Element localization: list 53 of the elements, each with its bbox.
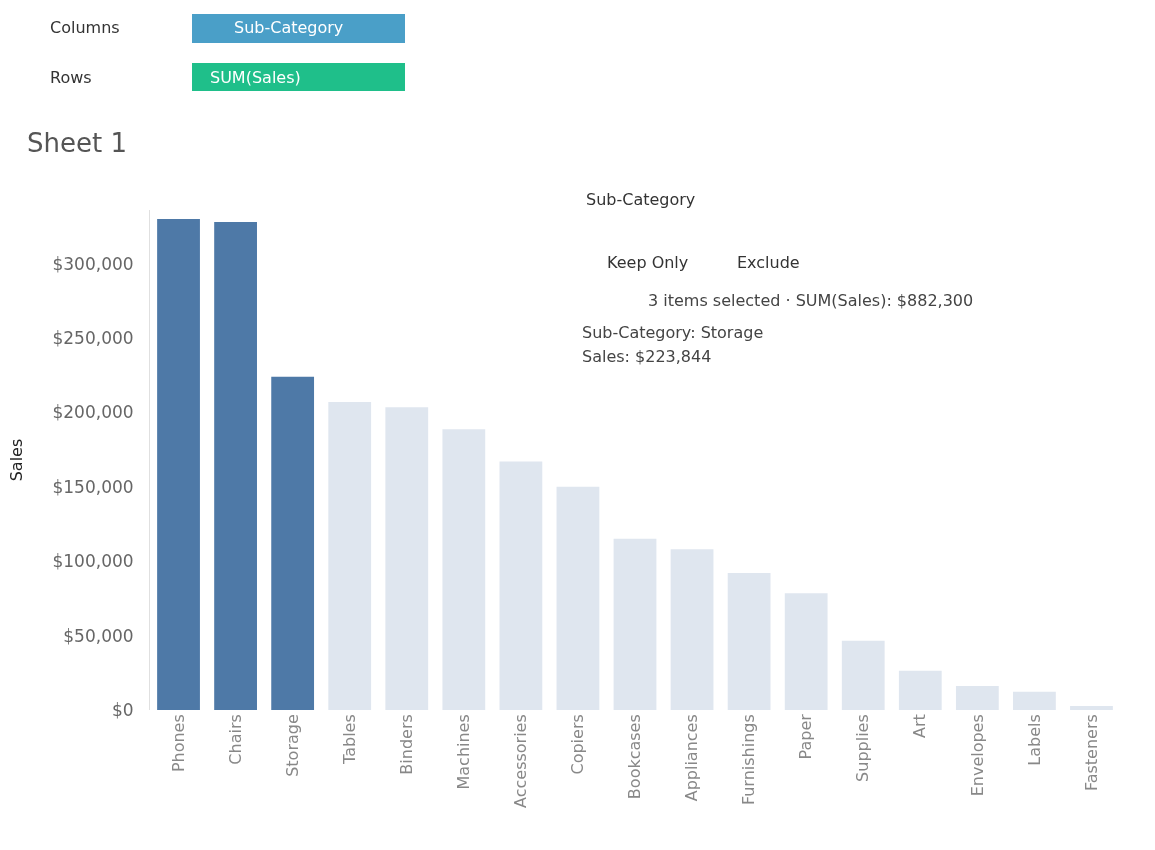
bar xyxy=(841,640,885,710)
y-tick-label: $300,000 xyxy=(52,253,134,274)
annotation: Sub-Category: Storage xyxy=(582,323,764,342)
bar xyxy=(157,218,200,710)
x-tick-label: Phones xyxy=(168,714,188,773)
annotation: Exclude xyxy=(737,253,800,272)
bar xyxy=(499,461,543,710)
annotation: 3 items selected · SUM(Sales): $882,300 xyxy=(648,291,974,310)
y-tick-label: $200,000 xyxy=(52,402,134,423)
x-tick-label: Chairs xyxy=(225,714,245,765)
x-tick-label: Appliances xyxy=(682,714,702,802)
bar xyxy=(670,549,714,710)
bar xyxy=(898,670,942,710)
bar xyxy=(1013,691,1056,710)
bar xyxy=(328,401,372,710)
annotation: Keep Only xyxy=(607,253,689,272)
x-tick-label: Paper xyxy=(796,713,816,760)
x-tick-label: Bookcases xyxy=(625,714,645,800)
x-tick-label: Furnishings xyxy=(739,714,759,806)
y-axis-title: Sales xyxy=(7,438,27,482)
bar xyxy=(727,573,771,710)
annotation: Sales: $223,844 xyxy=(582,347,712,366)
text: SUM(Sales) xyxy=(210,68,301,87)
bar xyxy=(556,486,600,710)
bar xyxy=(784,593,828,710)
text: Columns xyxy=(50,18,120,37)
bar xyxy=(271,376,315,710)
y-tick-label: $150,000 xyxy=(52,476,134,497)
x-tick-label: Envelopes xyxy=(967,714,987,797)
bar xyxy=(214,221,257,710)
bar xyxy=(385,407,429,710)
x-tick-label: Binders xyxy=(396,714,416,775)
x-axis-title: Sub-Category xyxy=(586,190,696,209)
bar xyxy=(613,538,657,710)
bar xyxy=(442,429,486,710)
x-tick-label: Art xyxy=(910,714,930,738)
chart-title: Sheet 1 xyxy=(27,128,127,159)
y-tick-label: $50,000 xyxy=(63,625,134,646)
bar xyxy=(955,685,999,710)
x-tick-label: Machines xyxy=(454,714,474,790)
y-tick-label: $250,000 xyxy=(52,327,134,348)
x-tick-label: Labels xyxy=(1024,714,1044,766)
bar xyxy=(1070,705,1113,710)
x-tick-label: Storage xyxy=(282,714,302,777)
text: Sub-Category xyxy=(234,18,344,37)
y-tick-label: $100,000 xyxy=(52,551,134,572)
y-tick-label: $0 xyxy=(111,699,134,720)
x-tick-label: Supplies xyxy=(853,714,873,782)
x-tick-label: Copiers xyxy=(568,714,588,775)
x-tick-label: Fasteners xyxy=(1081,714,1101,792)
text: Rows xyxy=(50,68,92,87)
x-tick-label: Accessories xyxy=(511,714,531,808)
x-tick-label: Tables xyxy=(339,714,359,765)
